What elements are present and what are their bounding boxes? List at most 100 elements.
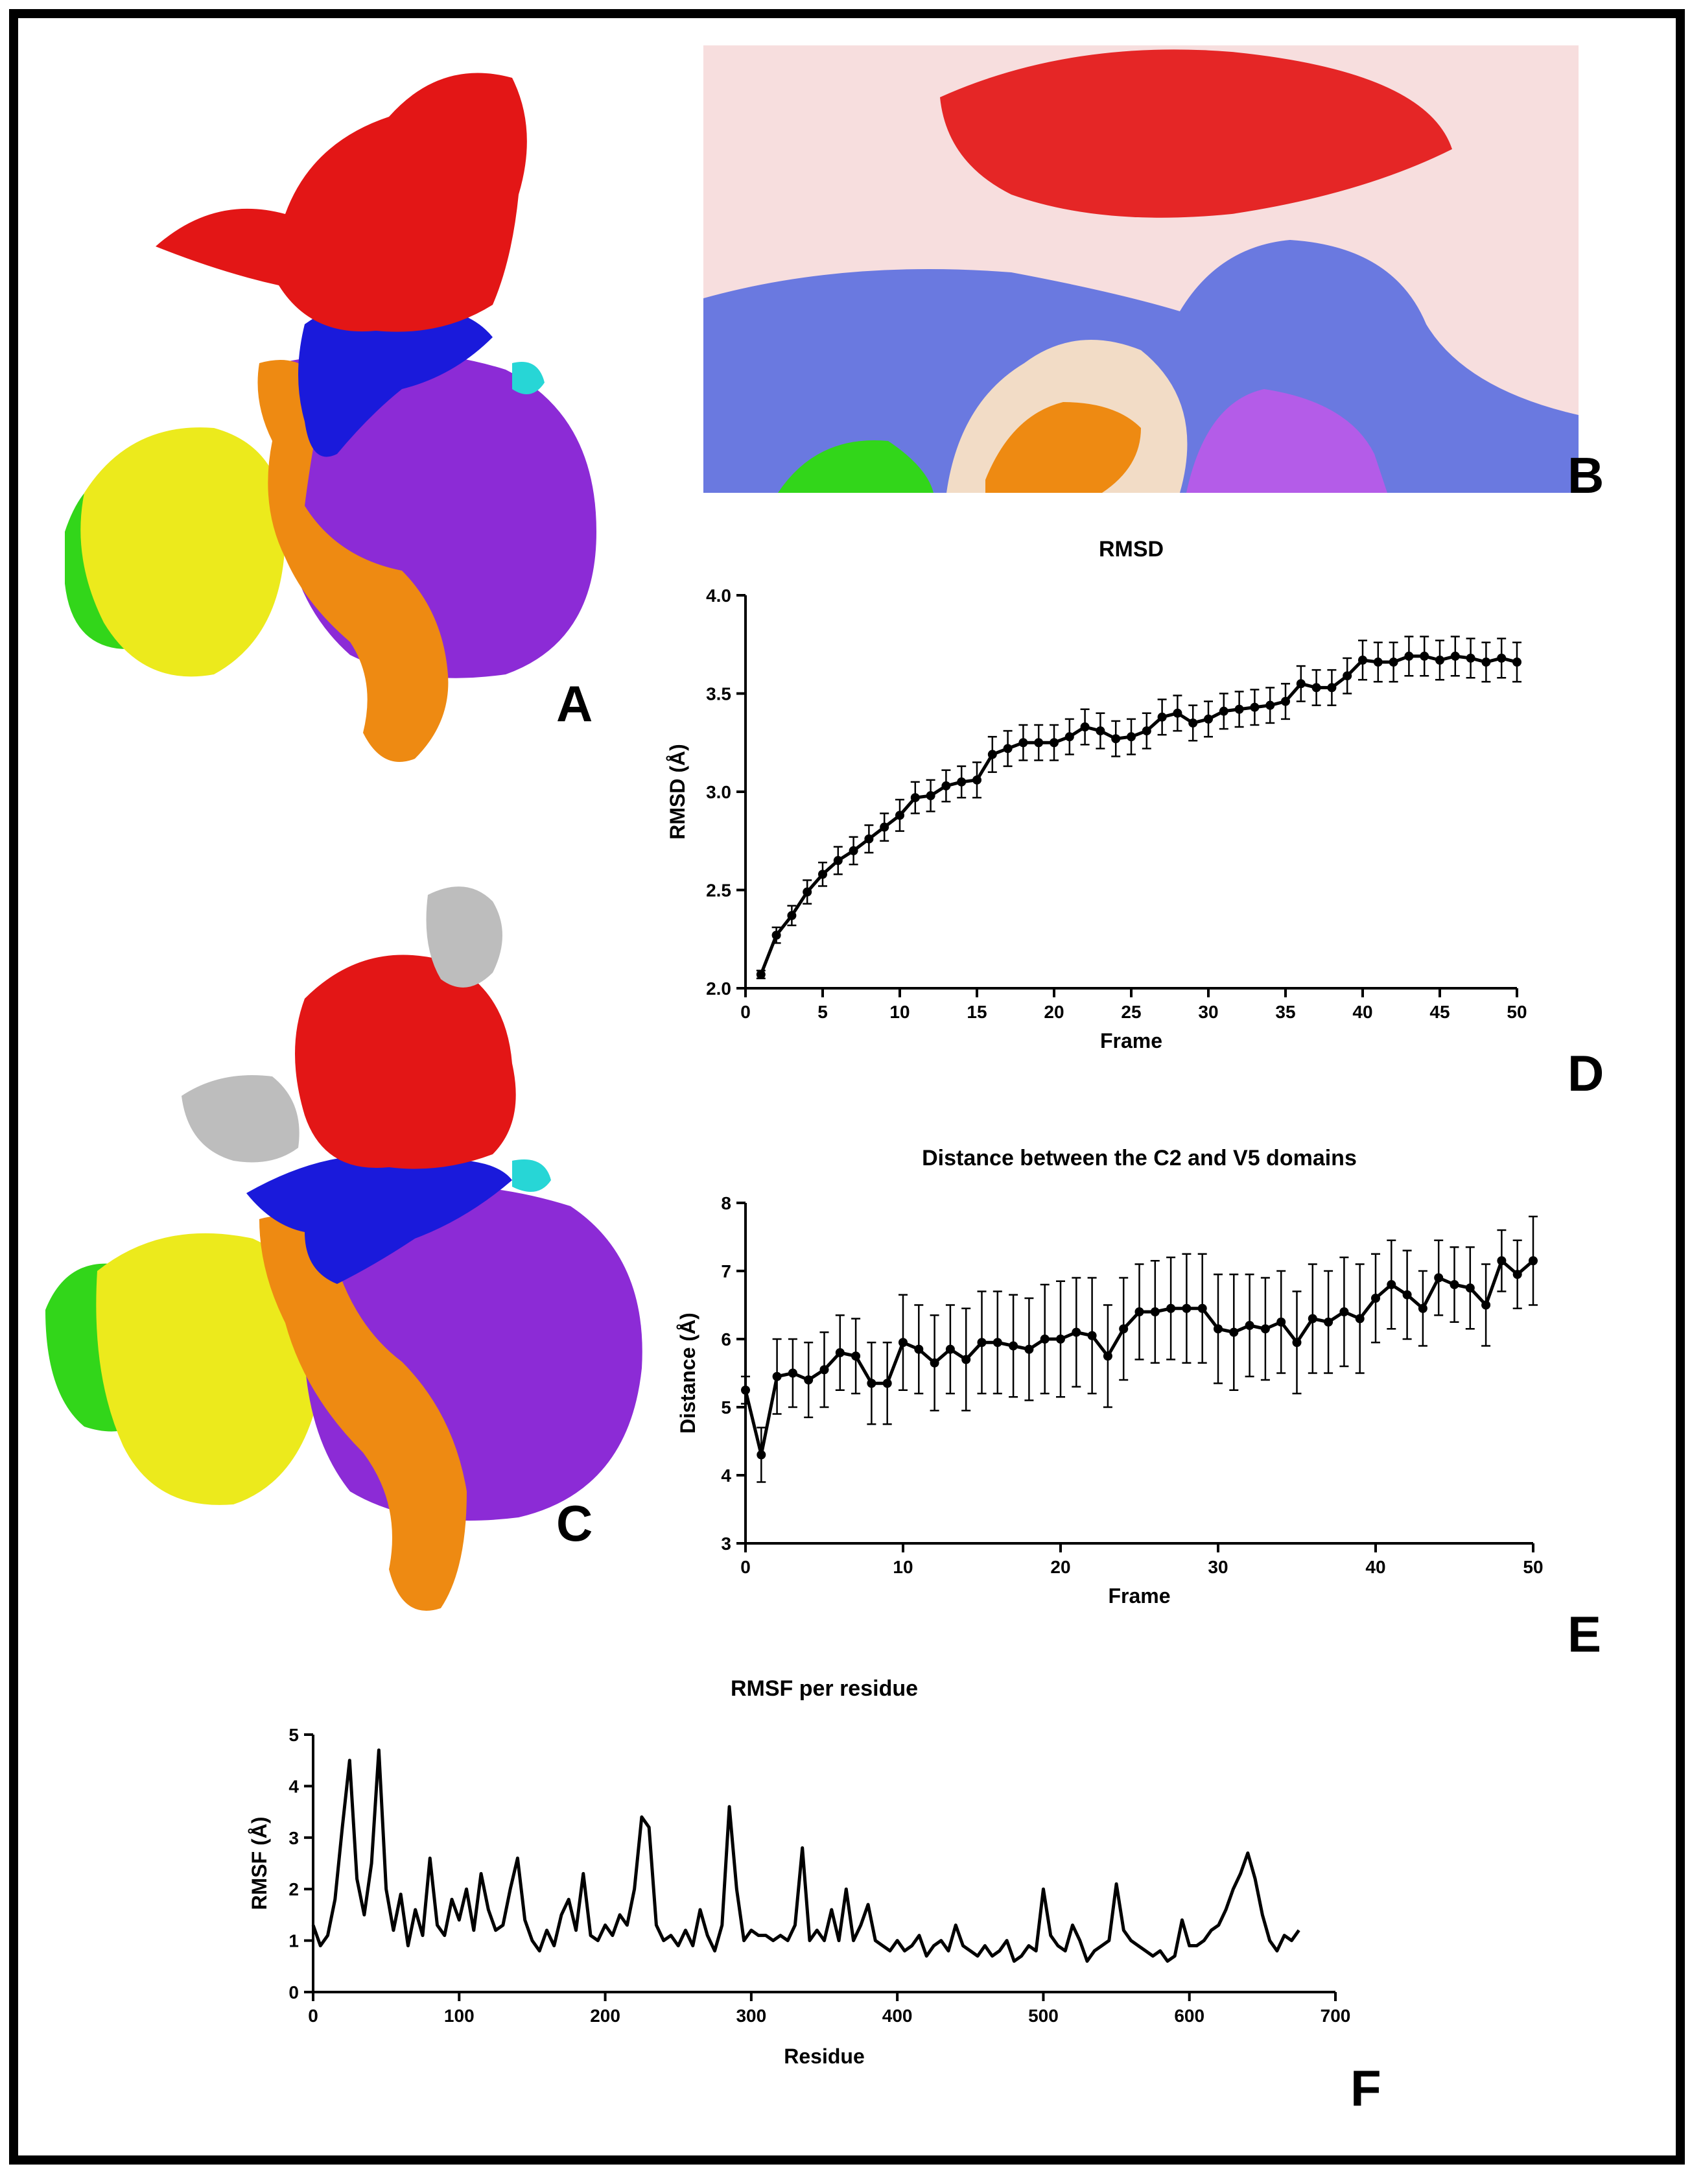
data-point bbox=[957, 777, 967, 787]
data-point bbox=[772, 1371, 782, 1381]
y-tick-label: 3.5 bbox=[706, 684, 731, 704]
data-point bbox=[819, 1365, 829, 1375]
data-point bbox=[1296, 679, 1306, 689]
y-tick-label: 4.0 bbox=[706, 586, 731, 606]
data-point bbox=[910, 793, 920, 803]
panel-label-a: A bbox=[556, 675, 593, 732]
data-point bbox=[1214, 1324, 1223, 1334]
x-tick-label: 500 bbox=[1028, 2006, 1059, 2026]
series-line bbox=[311, 1748, 1300, 1963]
data-point bbox=[1420, 651, 1429, 661]
x-tick-label: 400 bbox=[882, 2006, 913, 2026]
data-point bbox=[1308, 1314, 1317, 1323]
data-point bbox=[914, 1344, 924, 1354]
x-tick-label: 0 bbox=[308, 2006, 318, 2026]
y-tick-label: 6 bbox=[721, 1329, 731, 1349]
x-tick-label: 50 bbox=[1523, 1557, 1543, 1577]
data-point bbox=[977, 1338, 987, 1347]
violet-surface bbox=[1186, 389, 1387, 493]
y-tick-label: 2.0 bbox=[706, 979, 731, 999]
y-tick-label: 5 bbox=[288, 1725, 299, 1745]
x-tick-label: 45 bbox=[1429, 1002, 1450, 1022]
data-point bbox=[945, 1344, 955, 1354]
data-point bbox=[1276, 1317, 1286, 1327]
y-tick-label: 4 bbox=[288, 1776, 299, 1796]
y-tick-label: 2.5 bbox=[706, 881, 731, 901]
chart-title: RMSF per residue bbox=[731, 1676, 918, 1701]
panel-c-protein-surface bbox=[45, 886, 642, 1611]
data-point bbox=[1371, 1294, 1380, 1303]
red-ribbon bbox=[940, 49, 1452, 218]
data-point bbox=[1402, 1290, 1412, 1300]
data-point bbox=[1250, 702, 1260, 712]
data-point bbox=[835, 1348, 845, 1357]
data-point bbox=[818, 870, 827, 879]
x-tick-label: 25 bbox=[1121, 1002, 1141, 1022]
data-point bbox=[972, 775, 981, 785]
data-point bbox=[1072, 1327, 1081, 1337]
chart-title: RMSD bbox=[1099, 537, 1164, 562]
data-point bbox=[1355, 1314, 1365, 1323]
red-domain-c bbox=[295, 955, 516, 1169]
data-point bbox=[1465, 1283, 1475, 1293]
data-point bbox=[1512, 658, 1521, 667]
blue-domain bbox=[298, 301, 493, 457]
data-point bbox=[1003, 744, 1013, 754]
cyan-patch-c bbox=[512, 1159, 551, 1192]
x-tick-label: 40 bbox=[1352, 1002, 1372, 1022]
data-point bbox=[1389, 658, 1398, 667]
chart-f-rmsf: 0 100 200 300 400 500 600 700 0 1 2 3 4 5 RMSF per res… bbox=[248, 1676, 1350, 2068]
data-point bbox=[1018, 738, 1028, 748]
data-point bbox=[926, 791, 935, 801]
x-tick-label: 10 bbox=[889, 1002, 910, 1022]
data-point bbox=[1343, 671, 1352, 681]
y-axis-label: Distance (Å) bbox=[676, 1312, 699, 1434]
data-point bbox=[1339, 1307, 1349, 1316]
orange-strand-c bbox=[259, 1216, 467, 1611]
data-point bbox=[1466, 653, 1475, 663]
cyan-patch bbox=[512, 362, 545, 394]
data-point bbox=[1219, 706, 1228, 716]
data-point bbox=[849, 846, 858, 855]
data-point bbox=[864, 834, 874, 844]
x-tick-label: 5 bbox=[817, 1002, 828, 1022]
data-point bbox=[771, 931, 781, 940]
data-point bbox=[1157, 712, 1167, 722]
data-point bbox=[787, 910, 797, 920]
x-tick-label: 40 bbox=[1365, 1557, 1385, 1577]
data-point bbox=[1292, 1338, 1302, 1347]
blue-domain-c bbox=[246, 1155, 512, 1284]
data-point bbox=[1481, 1300, 1491, 1310]
data-point bbox=[941, 781, 951, 790]
data-point bbox=[757, 1450, 766, 1460]
x-axis-label: Residue bbox=[784, 2045, 864, 2068]
data-point bbox=[895, 811, 904, 820]
data-point bbox=[803, 887, 812, 897]
data-point bbox=[1064, 732, 1074, 742]
data-point bbox=[741, 1385, 750, 1395]
chart-title: Distance between the C2 and V5 domains bbox=[922, 1146, 1357, 1170]
data-point bbox=[1512, 1270, 1522, 1279]
panel-a-protein-surface bbox=[65, 73, 596, 762]
x-tick-label: 20 bbox=[1044, 1002, 1064, 1022]
data-point bbox=[1024, 1344, 1034, 1354]
data-point bbox=[1497, 1256, 1507, 1266]
data-point bbox=[1234, 704, 1244, 714]
x-tick-label: 100 bbox=[444, 2006, 475, 2026]
data-point bbox=[833, 856, 843, 866]
data-point bbox=[1188, 718, 1198, 728]
data-point bbox=[1311, 683, 1321, 693]
x-tick-label: 600 bbox=[1174, 2006, 1204, 2026]
panel-label-b: B bbox=[1568, 447, 1604, 504]
data-point bbox=[1373, 658, 1383, 667]
series-line bbox=[759, 654, 1518, 975]
data-point bbox=[1204, 714, 1213, 724]
y-tick-label: 3 bbox=[721, 1534, 731, 1554]
x-tick-label: 700 bbox=[1321, 2006, 1351, 2026]
data-point bbox=[1103, 1351, 1112, 1361]
data-point bbox=[1324, 1317, 1333, 1327]
data-point bbox=[1265, 700, 1275, 710]
data-point bbox=[930, 1358, 939, 1368]
x-tick-label: 300 bbox=[736, 2006, 766, 2026]
